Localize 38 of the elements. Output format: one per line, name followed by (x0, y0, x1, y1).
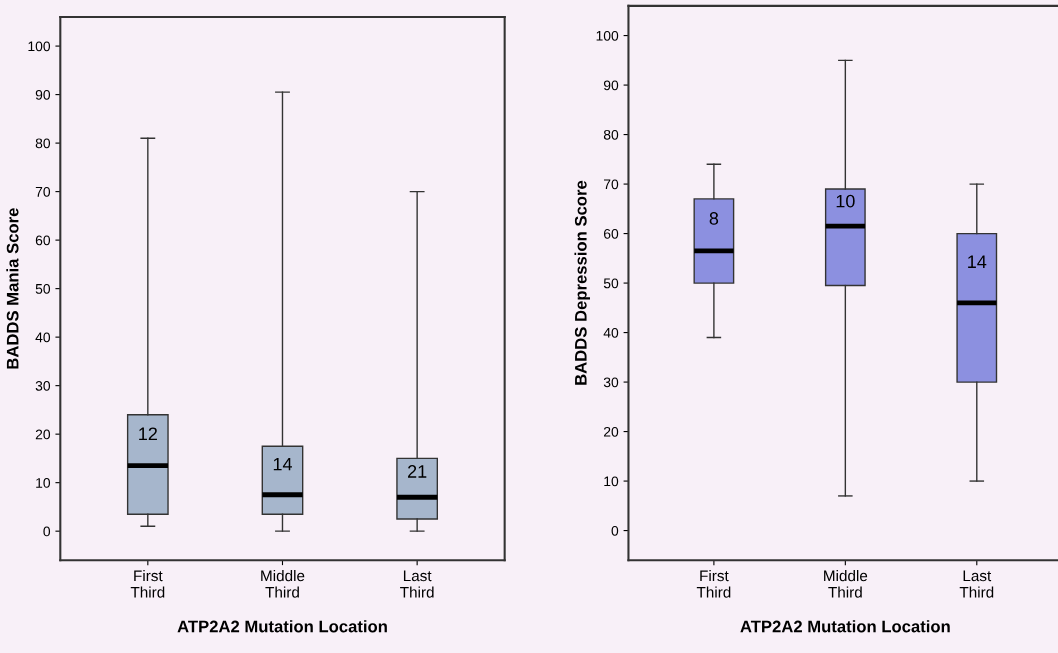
y-tick-label: 30 (603, 377, 619, 388)
y-tick-label: 10 (604, 476, 619, 487)
y-tick-label: 0 (43, 526, 51, 537)
y-tick-label: 50 (35, 283, 51, 294)
annotation: 14 (273, 457, 292, 471)
y-tick-label: 90 (35, 89, 51, 100)
annotation: 14 (968, 255, 987, 268)
y-tick-label: 80 (603, 129, 619, 140)
y-tick-label: 10 (36, 477, 51, 488)
y-tick-label: 50 (603, 278, 619, 289)
annotation: 12 (139, 427, 157, 441)
annotation: 21 (408, 465, 427, 478)
y-tick-label: 60 (603, 228, 619, 239)
y-axis-title: BADDS Mania Score (6, 208, 19, 369)
x-axis-title: ATP2A2 Mutation Location (177, 620, 387, 633)
y-tick-label: 70 (35, 186, 51, 197)
x-tick-label: First Third (130, 570, 165, 598)
y-tick-label: 90 (603, 80, 619, 91)
y-tick-label: 80 (35, 138, 51, 149)
y-tick-label: 40 (603, 327, 619, 338)
y-tick-label: 20 (35, 429, 51, 440)
x-tick-label: First Third (696, 570, 731, 598)
y-tick-label: 30 (35, 380, 51, 391)
annotation: 10 (836, 194, 855, 208)
y-tick-label: 20 (603, 426, 619, 437)
annotation: 8 (709, 212, 719, 225)
y-axis-title: BADDS Depression Score (574, 180, 590, 385)
y-tick-label: 100 (28, 41, 51, 52)
y-tick-label: 60 (35, 235, 51, 246)
x-tick-label: Middle Third (261, 570, 305, 598)
y-tick-label: 40 (35, 332, 51, 343)
x-axis-title: ATP2A2 Mutation Location (740, 620, 950, 633)
y-tick-label: 0 (611, 525, 619, 536)
x-tick-label: Middle Third (824, 570, 868, 598)
x-tick-label: Last Third (400, 570, 434, 598)
y-tick-label: 100 (596, 30, 619, 41)
y-tick-label: 70 (603, 179, 619, 190)
x-tick-label: Last Third (959, 570, 994, 598)
